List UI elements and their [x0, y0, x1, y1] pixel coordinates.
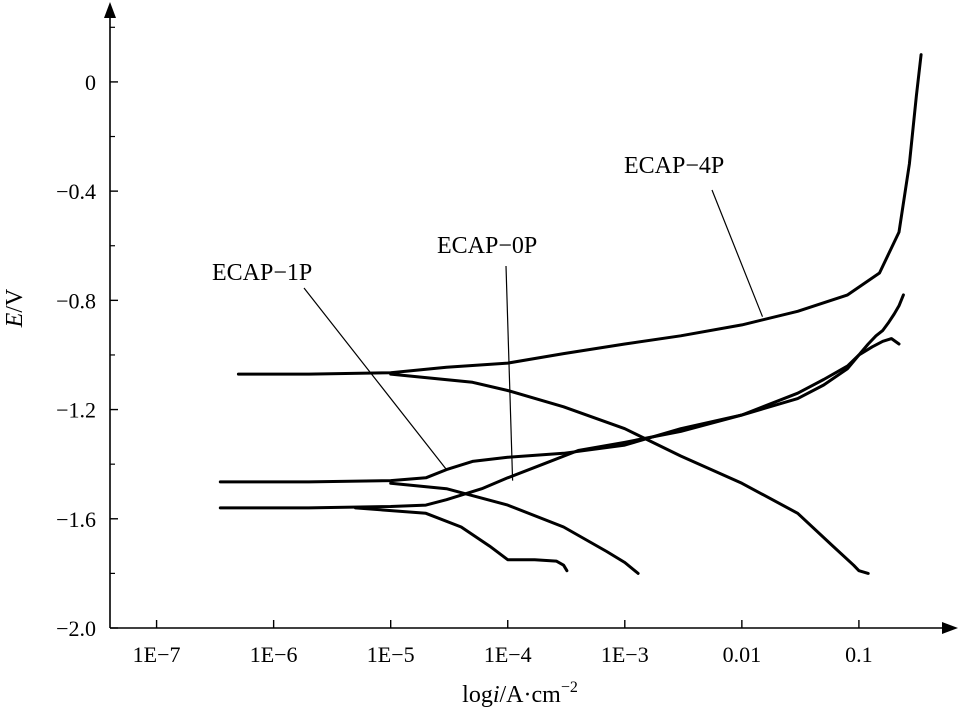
- series-label-ecap-1p: ECAP−1P: [212, 260, 312, 286]
- y-tick-label: −0.8: [56, 288, 96, 313]
- series-line-ecap-1p: [218, 293, 905, 484]
- x-tick-label: 0.1: [845, 642, 873, 667]
- series-label-ecap-0p: ECAP−0P: [437, 233, 537, 259]
- x-ticks: 1E−7 1E−6 1E−5 1E−4 1E−3 0.01 0.1: [133, 620, 873, 667]
- x-axis-arrow: [942, 622, 958, 634]
- x-tick-label: 1E−6: [250, 642, 298, 667]
- x-tick-label: 1E−5: [367, 642, 415, 667]
- series-label-ecap-4p: ECAP−4P: [624, 153, 724, 179]
- y-axis-title: E/V: [2, 288, 28, 328]
- y-axis-arrow: [104, 2, 116, 18]
- series-line-ecap-4p-cathodic: [389, 372, 870, 575]
- y-tick-label: 0: [85, 70, 96, 95]
- y-ticks: 0 −0.4 −0.8 −1.2 −1.6 −2.0: [56, 26, 118, 641]
- y-tick-label: −0.4: [56, 179, 96, 204]
- series-layer: [218, 53, 923, 575]
- series-line-ecap-1p-cathodic: [389, 481, 640, 575]
- annotation-layer: ECAP−4P ECAP−0P ECAP−1P: [212, 153, 764, 481]
- x-tick-label: 1E−3: [601, 642, 649, 667]
- axes: [104, 2, 958, 634]
- x-tick-label: 1E−7: [133, 642, 181, 667]
- x-tick-label: 1E−4: [484, 642, 532, 667]
- x-axis-title: logi/A·cm−2: [462, 679, 578, 708]
- series-line-ecap-0p: [218, 337, 901, 510]
- y-tick-label: −1.6: [56, 507, 96, 532]
- leader-line-ecap-4p: [711, 189, 764, 317]
- y-tick-label: −2.0: [56, 616, 96, 641]
- x-tick-label: 0.01: [723, 642, 762, 667]
- leader-line-ecap-1p: [303, 287, 447, 470]
- y-tick-label: −1.2: [56, 398, 96, 423]
- series-line-ecap-0p-cathodic: [354, 506, 569, 573]
- leader-line-ecap-0p: [505, 265, 514, 481]
- series-line-ecap-4p: [236, 53, 923, 376]
